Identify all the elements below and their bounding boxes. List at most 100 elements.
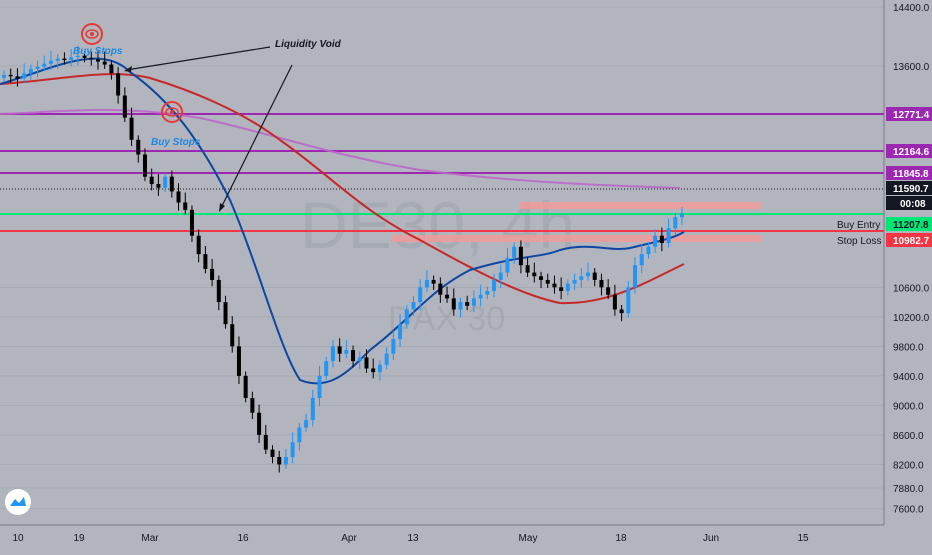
price-tag-stop-loss: 10982.7 — [886, 233, 932, 247]
y-tick-label: 10200.0 — [893, 313, 930, 324]
candle-body — [176, 191, 181, 203]
candle-body — [384, 353, 389, 365]
price-tag-11845: 11845.8 — [886, 166, 932, 180]
ma-slow — [0, 108, 681, 189]
x-tick-label: 13 — [407, 533, 419, 544]
candle-body — [445, 294, 450, 299]
candle-body — [317, 375, 322, 398]
tradingview-logo[interactable] — [5, 489, 31, 515]
candle-body — [216, 279, 221, 303]
candle-body — [196, 235, 201, 255]
candle-body — [424, 279, 429, 288]
candle-body — [55, 58, 60, 61]
candle-body — [592, 272, 597, 280]
candle-body — [142, 154, 147, 177]
x-tick-label: 16 — [237, 533, 249, 544]
x-tick-label: May — [519, 533, 538, 544]
buy-stops-label-1: Buy Stops — [73, 46, 123, 57]
candle-body — [646, 246, 651, 255]
candle-body — [250, 397, 255, 413]
arrowhead-2 — [219, 203, 225, 212]
svg-text:10982.7: 10982.7 — [893, 236, 930, 247]
y-tick-label: 8600.0 — [893, 431, 924, 442]
price-tag-12771: 12771.4 — [886, 107, 932, 121]
candle-body — [236, 346, 241, 376]
x-tick-label: Mar — [141, 533, 159, 544]
candle-body — [210, 268, 215, 280]
candle-body — [492, 279, 497, 292]
candle-body — [15, 76, 20, 79]
candle-body — [324, 361, 329, 376]
y-tick-label: 8200.0 — [893, 460, 924, 471]
candle-body — [606, 287, 611, 295]
candle-body — [518, 246, 523, 266]
svg-text:12164.6: 12164.6 — [893, 147, 930, 158]
candle-body — [48, 60, 53, 64]
candle-body — [545, 279, 550, 284]
eye-icon — [81, 23, 103, 45]
candle-body — [371, 368, 376, 373]
candle-body — [290, 442, 295, 458]
candle-body — [351, 350, 356, 362]
candle-body — [28, 68, 33, 74]
candle-body — [639, 254, 644, 266]
candle-body — [223, 302, 228, 325]
candle-body — [357, 357, 362, 362]
x-tick-label: 19 — [73, 533, 85, 544]
time-axis[interactable] — [0, 525, 932, 550]
candle-body — [35, 66, 40, 69]
candle-body — [297, 427, 302, 443]
y-tick-label: 7600.0 — [893, 505, 924, 516]
candle-body — [330, 346, 335, 362]
candle-body — [565, 283, 570, 292]
x-tick-label: 15 — [797, 533, 809, 544]
buy-entry-text: Buy Entry — [837, 220, 880, 231]
candle-body — [680, 213, 684, 218]
x-tick-label: Jun — [703, 533, 719, 544]
candle-body — [471, 298, 476, 306]
candle-body — [230, 324, 235, 347]
candle-body — [458, 302, 463, 310]
y-tick-label: 7880.0 — [893, 484, 924, 495]
candles — [2, 45, 684, 473]
candle-body — [666, 228, 671, 244]
price-axis[interactable] — [884, 0, 932, 525]
candle-body — [8, 74, 13, 77]
candle-body — [203, 254, 208, 269]
countdown-tag: 00:08 — [886, 196, 932, 210]
x-tick-label: 18 — [615, 533, 627, 544]
upper-zone — [520, 202, 762, 209]
candle-body — [163, 176, 168, 188]
y-tick-label: 9800.0 — [893, 342, 924, 353]
candle-body — [364, 357, 369, 369]
candle-body — [532, 272, 537, 277]
candle-body — [465, 302, 470, 306]
svg-text:11207.8: 11207.8 — [893, 220, 929, 231]
x-tick-label: 10 — [12, 533, 24, 544]
x-tick-label: Apr — [341, 533, 357, 544]
candle-body — [89, 57, 94, 60]
candle-body — [149, 176, 154, 185]
candle-body — [136, 139, 141, 155]
candle-body — [42, 63, 47, 67]
candle-body — [398, 324, 403, 339]
candle-body — [337, 346, 342, 354]
stop-loss-text: Stop Loss — [837, 236, 881, 247]
candle-body — [659, 235, 664, 244]
liquidity-void-label: Liquidity Void — [275, 39, 342, 50]
candle-body — [485, 291, 490, 295]
candle-body — [559, 287, 564, 292]
candle-body — [116, 73, 121, 96]
candle-body — [391, 338, 396, 354]
candle-body — [69, 57, 74, 61]
buy-stops-label-2: Buy Stops — [151, 137, 201, 148]
price-tag-current: 11590.7 — [886, 181, 932, 195]
y-tick-label: 14400.0 — [893, 3, 930, 14]
svg-text:11590.7: 11590.7 — [893, 184, 929, 195]
liquidity-arrow-2 — [219, 64, 293, 211]
candle-body — [451, 298, 456, 310]
candle-body — [525, 265, 530, 273]
candle-body — [102, 61, 107, 65]
